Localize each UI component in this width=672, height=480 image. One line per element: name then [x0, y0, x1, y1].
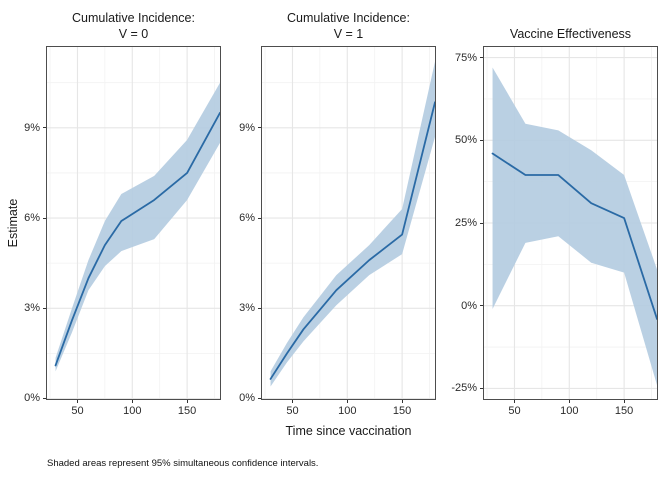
- panel-title-line: V = 1: [333, 27, 364, 41]
- panel-title-v0: Cumulative Incidence: V = 0: [46, 2, 221, 42]
- panel-title-line: Vaccine Effectiveness: [509, 27, 632, 41]
- panel-cumulative-incidence-v1: 50 100 150 0% 3% 6% 9%: [239, 46, 436, 417]
- x-tick-label: 150: [392, 405, 412, 417]
- panel-title-line: V = 0: [118, 27, 149, 41]
- panel-cumulative-incidence-v0: 50 100 150 0% 3% 6% 9%: [24, 46, 221, 417]
- y-tick-mark: [480, 305, 483, 307]
- x-tick-label: 150: [614, 405, 634, 417]
- panel-title-v1: Cumulative Incidence: V = 1: [261, 2, 436, 42]
- x-tick-mark: [186, 400, 188, 403]
- y-tick-label: 3%: [239, 302, 255, 315]
- y-tick-label: 6%: [24, 212, 40, 225]
- x-tick-label: 50: [71, 405, 84, 417]
- y-tick-mark: [258, 397, 261, 399]
- x-tick-mark: [623, 400, 625, 403]
- y-tick-mark: [480, 139, 483, 141]
- plot-area-v1: [261, 46, 436, 400]
- y-tick-label: 9%: [24, 121, 40, 134]
- confidence-band: [270, 61, 436, 387]
- chart-canvas-cumulative-incidence-v0: [46, 46, 221, 400]
- y-tick-mark: [258, 127, 261, 129]
- y-tick-mark: [43, 397, 46, 399]
- y-tick-label: 0%: [24, 392, 40, 405]
- x-tick-mark: [346, 400, 348, 403]
- y-tick-label: 50%: [454, 134, 477, 147]
- figure-caption: Shaded areas represent 95% simultaneous …: [47, 458, 319, 469]
- y-axis-title: Estimate: [6, 198, 20, 248]
- confidence-band: [55, 82, 221, 372]
- x-tick-label: 50: [508, 405, 521, 417]
- y-tick-mark: [43, 307, 46, 309]
- x-tick-mark: [291, 400, 293, 403]
- panel-title-line: Cumulative Incidence:: [72, 11, 195, 25]
- estimate-line: [269, 101, 436, 380]
- panel-border: [483, 46, 658, 400]
- plot-area-ve: [483, 46, 658, 400]
- y-tick-label: 0%: [239, 392, 255, 405]
- y-tick-label: 6%: [239, 212, 255, 225]
- x-tick-label: 100: [123, 405, 142, 417]
- x-tick-mark: [401, 400, 403, 403]
- chart-canvas-vaccine-effectiveness: [483, 46, 658, 400]
- estimate-line: [491, 152, 658, 320]
- y-tick-label: 75%: [454, 51, 477, 64]
- panel-title-line: Cumulative Incidence:: [287, 11, 410, 25]
- y-tick-mark: [258, 217, 261, 219]
- x-axis-title: Time since vaccination: [285, 424, 412, 438]
- panel-vaccine-effectiveness: 50 100 150 -25% 0% 25% 50% 75%: [451, 46, 658, 417]
- y-tick-mark: [43, 127, 46, 129]
- confidence-band: [492, 67, 658, 386]
- y-tick-mark: [258, 307, 261, 309]
- x-tick-label: 50: [286, 405, 299, 417]
- x-tick-label: 100: [560, 405, 579, 417]
- x-tick-label: 100: [338, 405, 357, 417]
- x-tick-label: 150: [177, 405, 197, 417]
- y-tick-label: 9%: [239, 121, 255, 134]
- plot-area-v0: [46, 46, 221, 400]
- x-tick-mark: [131, 400, 133, 403]
- estimate-line: [54, 111, 221, 367]
- panel-border: [261, 46, 436, 400]
- y-tick-mark: [480, 387, 483, 389]
- panel-title-ve: Vaccine Effectiveness: [483, 2, 658, 42]
- y-tick-label: 3%: [24, 302, 40, 315]
- y-tick-label: 25%: [454, 217, 477, 229]
- y-tick-label: -25%: [451, 382, 477, 395]
- chart-canvas-cumulative-incidence-v1: [261, 46, 436, 400]
- y-tick-mark: [480, 222, 483, 224]
- y-tick-mark: [43, 217, 46, 219]
- x-tick-mark: [513, 400, 515, 403]
- y-tick-mark: [480, 57, 483, 59]
- x-tick-mark: [568, 400, 570, 403]
- x-tick-mark: [76, 400, 78, 403]
- panel-border: [46, 46, 221, 400]
- y-tick-label: 0%: [461, 299, 477, 312]
